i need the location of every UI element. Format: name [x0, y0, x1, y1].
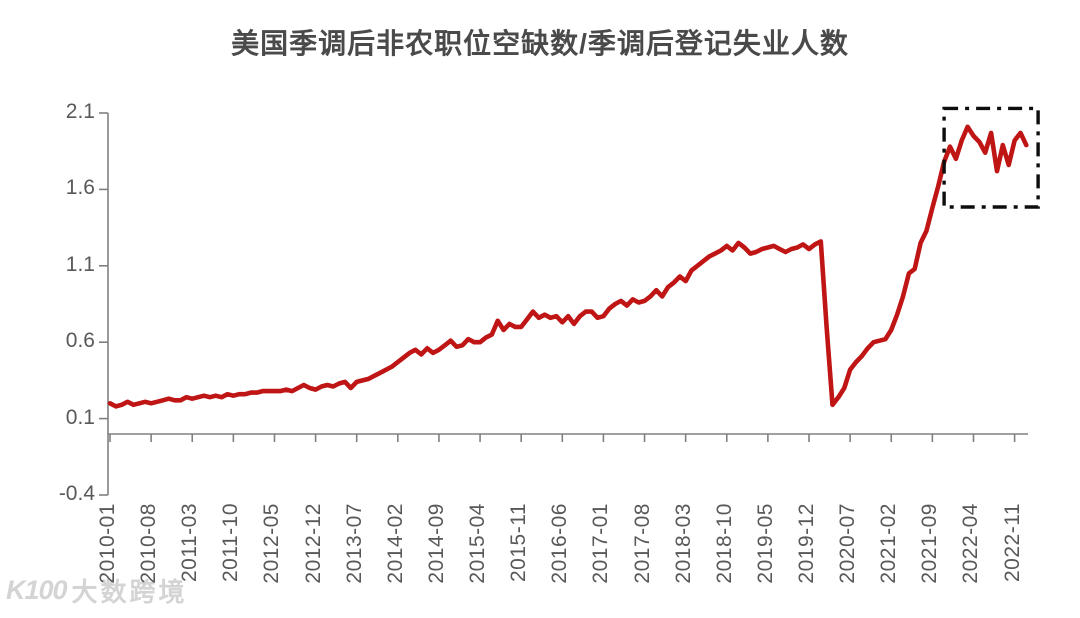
x-axis-tick-label: 2013-07 [342, 503, 366, 584]
x-axis-tick-label: 2012-05 [260, 503, 284, 584]
data-series-line [107, 124, 1029, 409]
chart-title: 美国季调后非农职位空缺数/季调后登记失业人数 [231, 28, 849, 59]
y-axis-tick-label: -0.4 [58, 482, 95, 505]
x-axis-tick-label: 2012-12 [301, 503, 325, 584]
x-axis-tick-label: 2017-01 [589, 503, 613, 584]
x-axis-tick-label: 2021-09 [918, 503, 942, 584]
y-axis-tick-label: 1.6 [65, 176, 95, 200]
x-axis-tick-label: 2022-11 [1000, 503, 1024, 583]
watermark-text: 大数跨境 [71, 577, 188, 607]
y-axis-tick-label: 0.1 [65, 405, 95, 429]
y-axis-tick-label: 1.1 [65, 252, 95, 276]
y-axis-tick-label: 2.1 [65, 100, 95, 123]
x-axis-tick-label: 2018-10 [712, 503, 736, 584]
x-axis-tick-label: 2014-02 [383, 503, 407, 584]
x-axis-tick-label: 2018-03 [671, 503, 695, 584]
x-axis-tick-label: 2016-06 [548, 503, 572, 584]
x-axis-tick-label: 2019-05 [753, 503, 777, 584]
watermark: K100 大数跨境 [6, 572, 188, 609]
x-axis-tick-label: 2019-12 [795, 503, 818, 584]
y-axis-tick-label: 0.6 [65, 329, 95, 353]
x-axis-tick-label: 2010-01 [96, 503, 119, 584]
x-axis-tick-label: 2017-08 [630, 503, 654, 584]
x-axis-tick-label: 2011-10 [219, 503, 243, 583]
x-axis-tick-label: 2022-04 [959, 503, 983, 584]
watermark-logo-icon: K100 [6, 575, 68, 605]
x-axis-tick-label: 2014-09 [424, 503, 448, 584]
x-axis-tick-label: 2015-04 [466, 503, 490, 584]
x-axis-tick-label: 2020-07 [836, 503, 860, 584]
x-axis-tick-label: 2011-03 [178, 503, 202, 583]
x-axis-tick-label: 2010-08 [137, 503, 161, 584]
x-axis-tick-label: 2015-11 [507, 503, 531, 583]
x-axis-tick-label: 2021-02 [877, 503, 901, 584]
